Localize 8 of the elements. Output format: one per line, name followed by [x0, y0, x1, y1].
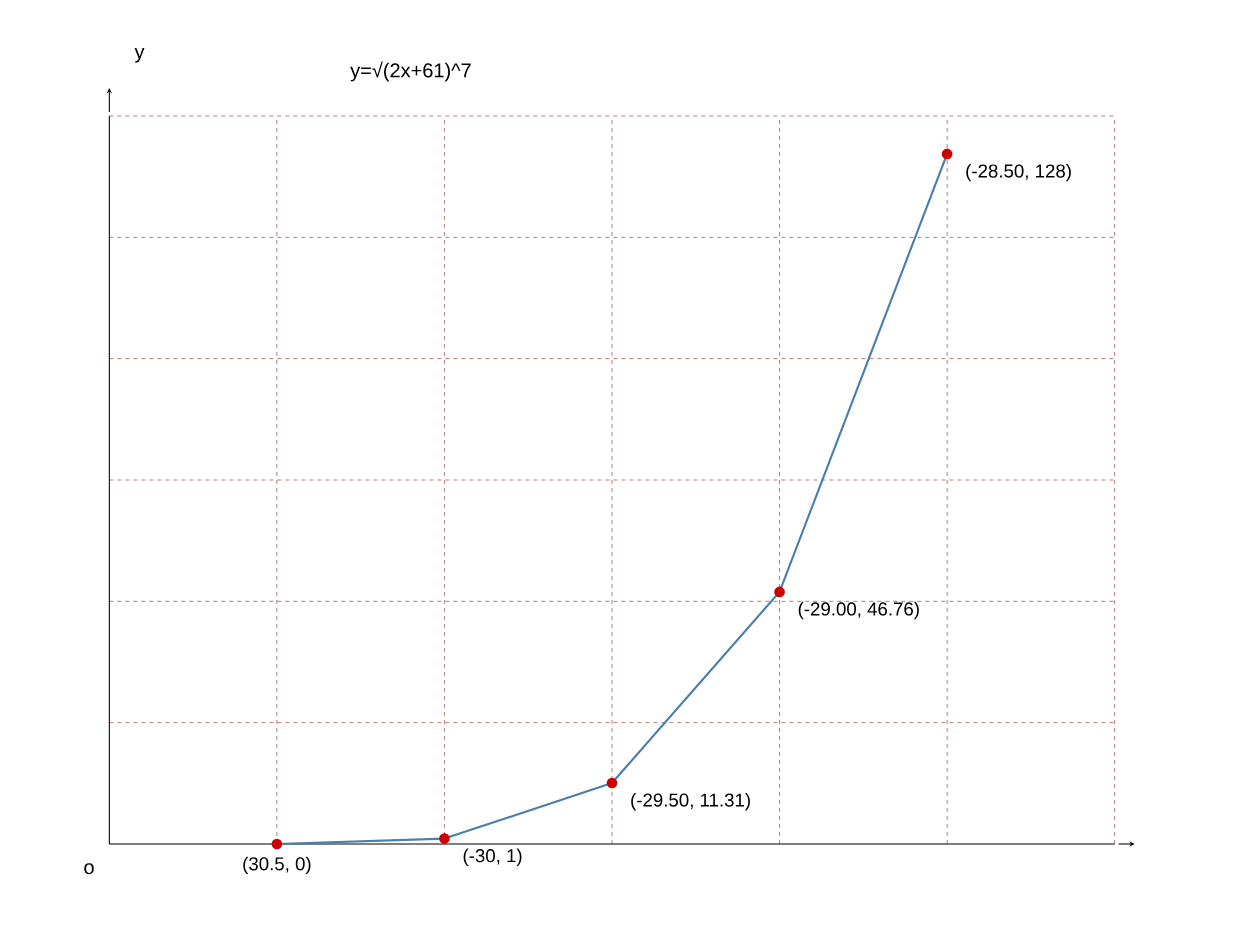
data-label: (-29.50, 11.31) [631, 792, 750, 811]
chart-title: y=√(2x+61)^7 [350, 61, 471, 82]
data-label: (-29.00, 46.76) [798, 601, 919, 620]
text: o [84, 863, 94, 875]
data-label: (-28.50, 128) [966, 163, 1071, 182]
data-label: (-30, 1) [463, 848, 522, 866]
y-axis-title: y [134, 47, 145, 63]
data-label: (30.5, 0) [243, 856, 311, 875]
